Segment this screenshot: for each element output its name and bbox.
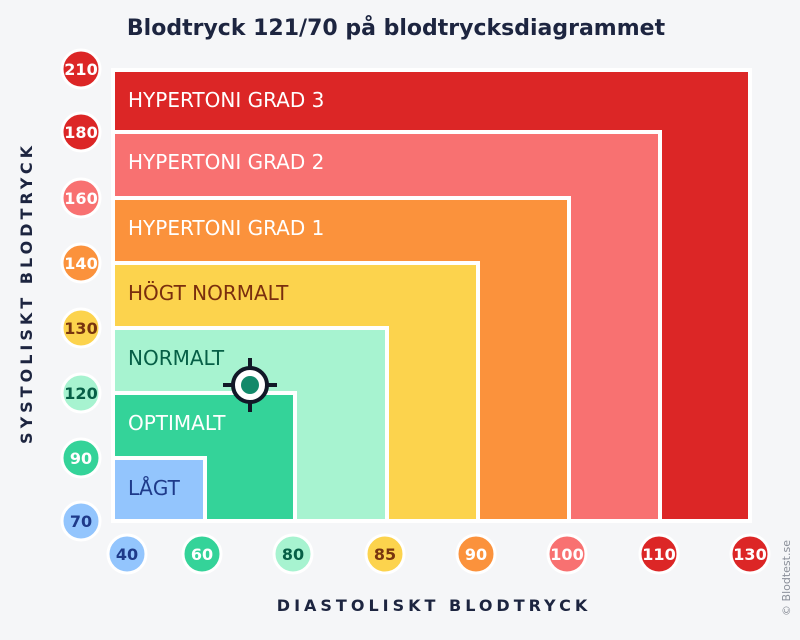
y-tick-label-70: 70	[70, 512, 92, 531]
x-tick-badge-100	[546, 533, 588, 575]
zones-group: HYPERTONI GRAD 3 HYPERTONI GRAD 2 HYPERTON…	[111, 68, 752, 523]
reading-marker	[223, 358, 277, 412]
y-tick-label-120: 120	[64, 384, 97, 403]
x-ticks: 40 60 80 85 90 100 110 130	[106, 533, 771, 575]
y-tick-badge-160	[60, 177, 102, 219]
x-tick-label-130: 130	[733, 545, 766, 564]
y-tick-badge-130	[60, 307, 102, 349]
x-tick-label-60: 60	[191, 545, 213, 564]
y-axis-title: SYSTOLISKT BLODTRYCK	[17, 142, 36, 444]
zone-label-0: HYPERTONI GRAD 3	[128, 88, 324, 112]
y-tick-label-140: 140	[64, 254, 97, 273]
x-tick-label-110: 110	[642, 545, 675, 564]
y-tick-badge-140	[60, 242, 102, 284]
y-tick-badge-90	[60, 437, 102, 479]
marker-part-3	[241, 376, 259, 394]
y-tick-label-180: 180	[64, 123, 97, 142]
x-tick-badge-110	[638, 533, 680, 575]
y-ticks: 70 90 120 130 140 160 180 210	[60, 48, 102, 542]
x-tick-label-40: 40	[116, 545, 138, 564]
y-tick-label-90: 90	[70, 449, 92, 468]
x-tick-label-80: 80	[282, 545, 304, 564]
credit-text: © Blodtest.se	[780, 540, 793, 616]
zone-label-4: NORMALT	[128, 346, 225, 370]
x-tick-label-90: 90	[465, 545, 487, 564]
y-tick-badge-70	[60, 500, 102, 542]
y-tick-label-210: 210	[64, 60, 97, 79]
x-tick-badge-130	[729, 533, 771, 575]
zone-label-3: HÖGT NORMALT	[128, 281, 289, 305]
zone-label-5: OPTIMALT	[128, 411, 226, 435]
zone-label-2: HYPERTONI GRAD 1	[128, 216, 324, 240]
x-tick-badge-60	[181, 533, 223, 575]
x-tick-label-100: 100	[550, 545, 583, 564]
x-axis-title: DIASTOLISKT BLODTRYCK	[277, 596, 591, 615]
y-tick-label-160: 160	[64, 189, 97, 208]
x-tick-badge-85	[364, 533, 406, 575]
x-tick-badge-80	[272, 533, 314, 575]
y-tick-label-130: 130	[64, 319, 97, 338]
y-tick-badge-210	[60, 48, 102, 90]
y-tick-badge-120	[60, 372, 102, 414]
y-tick-badge-180	[60, 111, 102, 153]
x-tick-label-85: 85	[374, 545, 396, 564]
chart-title: Blodtryck 121/70 på blodtrycksdiagrammet	[127, 15, 666, 41]
zone-6	[111, 456, 207, 523]
x-tick-badge-40	[106, 533, 148, 575]
zone-label-1: HYPERTONI GRAD 2	[128, 150, 324, 174]
x-tick-badge-90	[455, 533, 497, 575]
zone-label-6: LÅGT	[128, 476, 181, 500]
